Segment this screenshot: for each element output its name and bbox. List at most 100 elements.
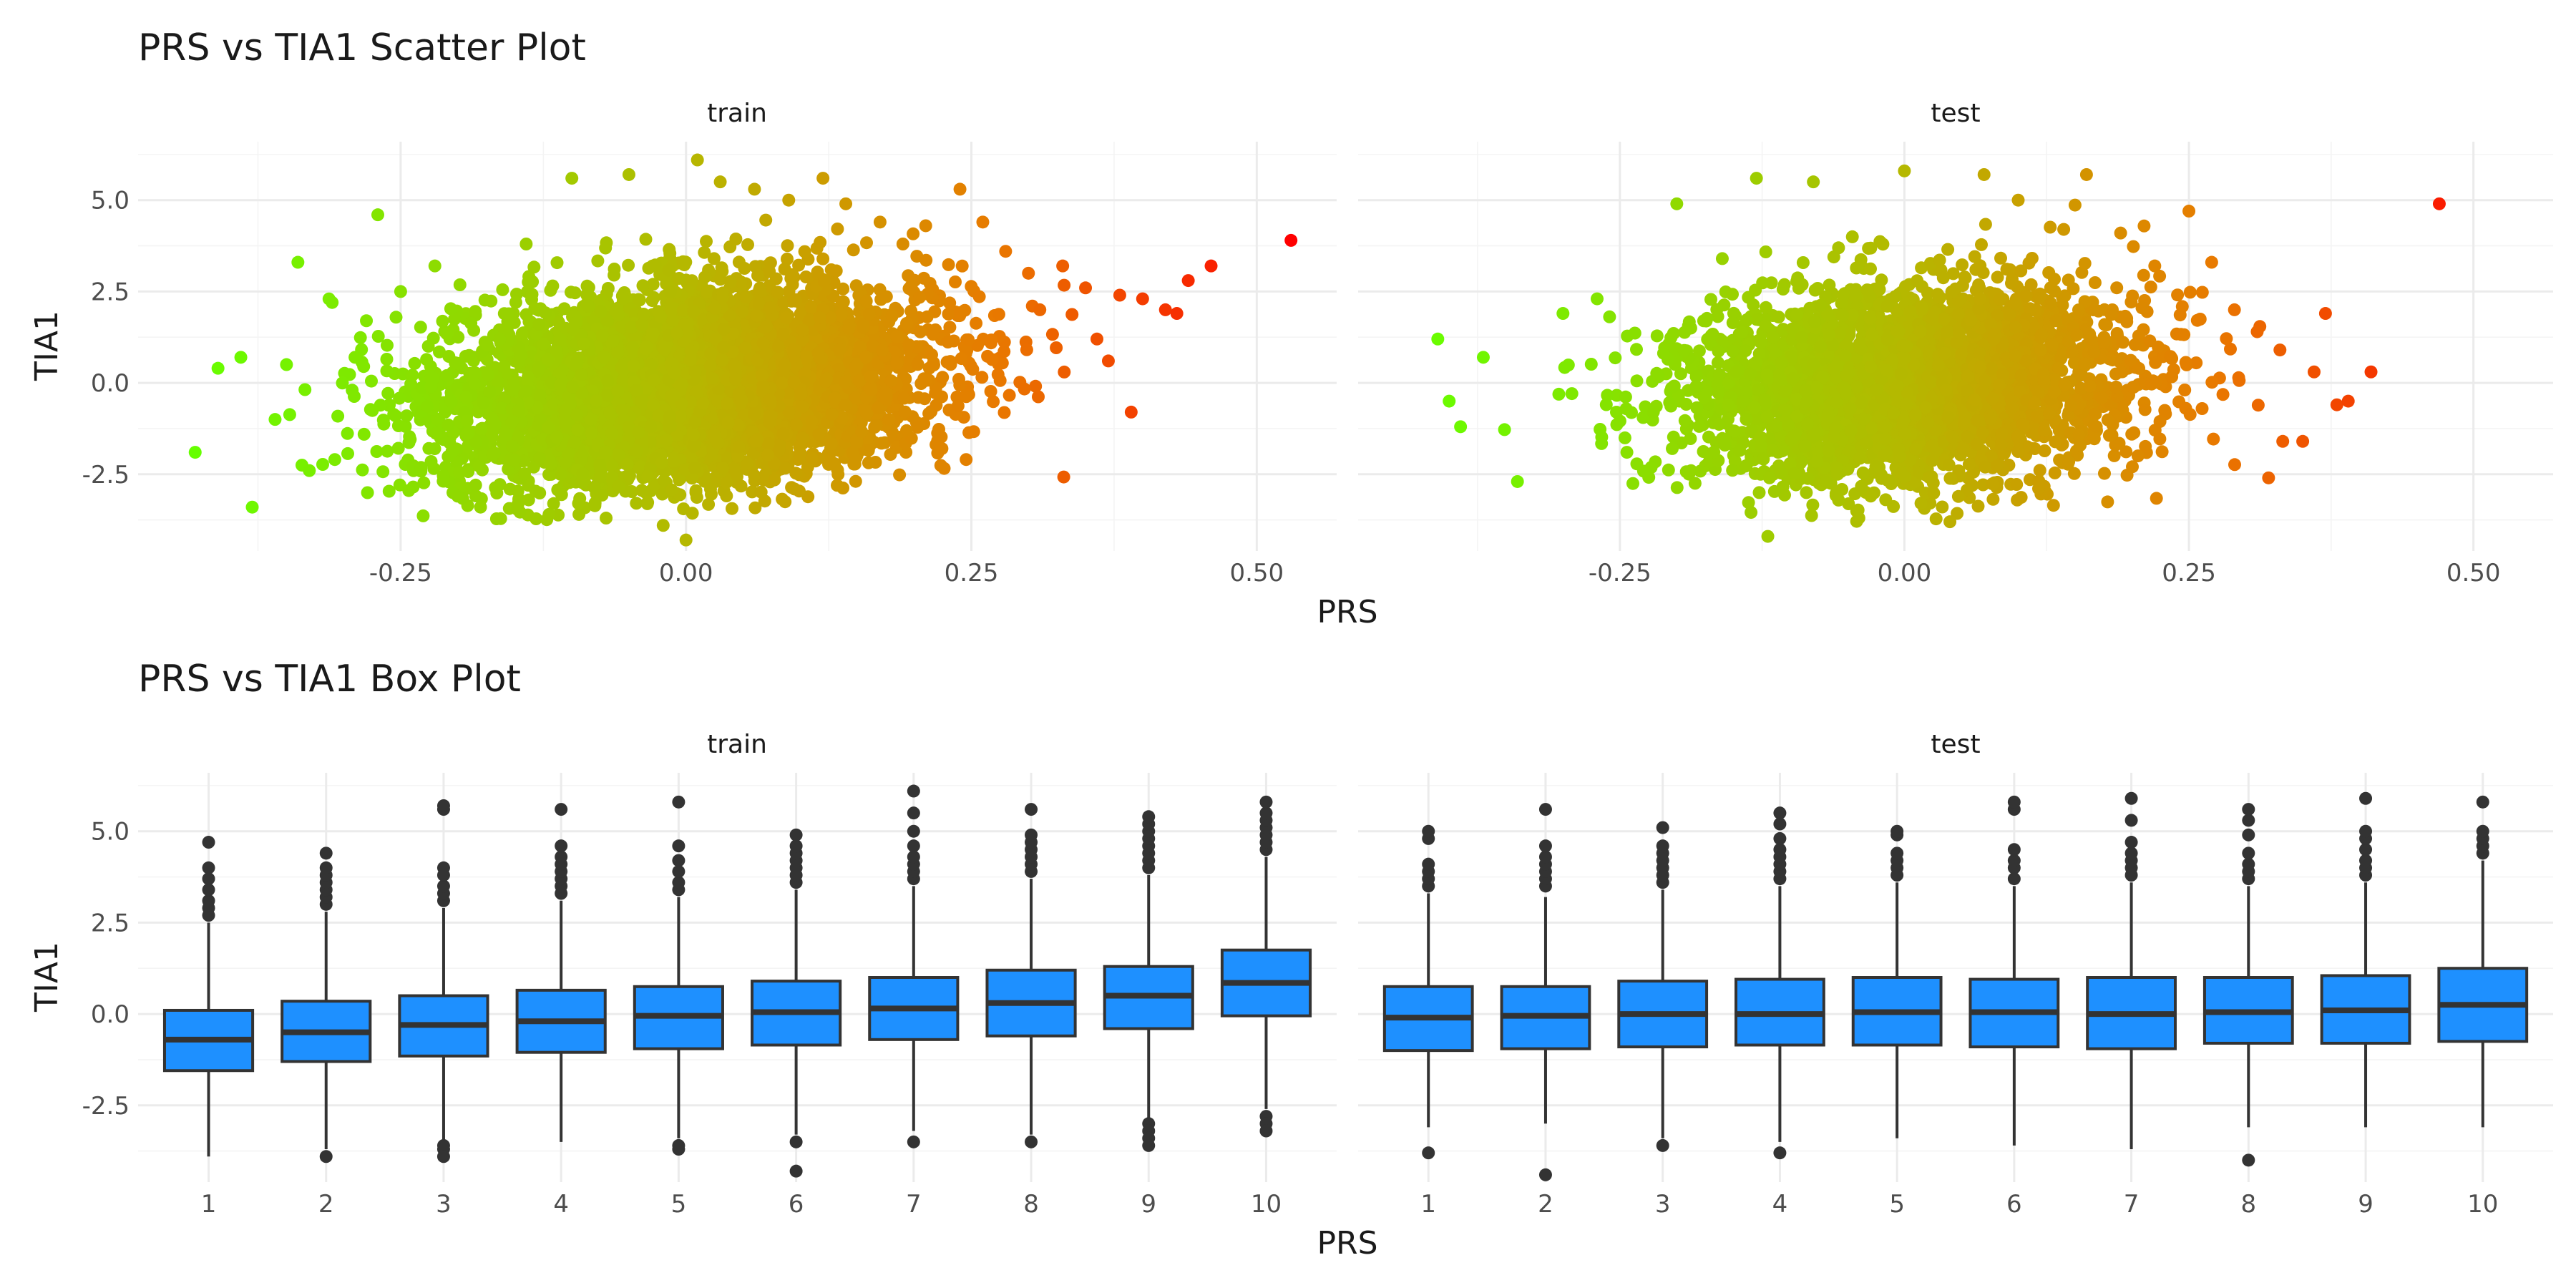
scatter-cloud-point xyxy=(911,358,924,371)
scatter-cloud-point xyxy=(421,400,434,414)
scatter-cloud-point xyxy=(338,366,351,380)
scatter-cloud-point xyxy=(884,448,897,462)
scatter-cloud-point xyxy=(842,322,856,336)
scatter-cloud-point xyxy=(512,356,525,369)
scatter-cloud-point xyxy=(555,488,568,502)
scatter-cloud-point xyxy=(381,444,394,458)
scatter-cloud-point xyxy=(513,505,527,519)
scatter-cloud-point xyxy=(847,457,861,471)
scatter-cloud-point xyxy=(912,391,925,404)
scatter-cloud-point xyxy=(942,258,955,271)
scatter-y-tick-label: 0.0 xyxy=(91,369,130,398)
scatter-x-tick-label: 0.50 xyxy=(1229,559,1284,587)
scatter-cloud-point xyxy=(591,254,605,268)
scatter-cloud-point xyxy=(984,385,997,398)
scatter-cloud-point xyxy=(542,421,555,434)
scatter-cloud-point xyxy=(781,239,794,253)
scatter-cloud-point xyxy=(546,279,560,293)
scatter-point-cloud xyxy=(283,213,1079,527)
scatter-cloud-point xyxy=(814,235,827,249)
scatter-cloud-point xyxy=(371,330,385,343)
scatter-cloud-point xyxy=(533,452,546,465)
scatter-cloud-point xyxy=(452,331,465,344)
scatter-cloud-point xyxy=(422,441,436,455)
scatter-cloud-point xyxy=(942,307,955,321)
scatter-cloud-point xyxy=(898,405,912,419)
scatter-cloud-point xyxy=(943,296,957,310)
scatter-cloud-point xyxy=(827,276,841,289)
scatter-x-tick-label: 0.00 xyxy=(659,559,713,587)
scatter-cloud-point xyxy=(547,497,560,510)
scatter-panel-train: train -2.50.02.55.0-0.25 0.00 0.25 0.50 xyxy=(82,99,1337,587)
scatter-cloud-point xyxy=(469,478,482,492)
scatter-cloud-point xyxy=(585,426,598,440)
scatter-cloud-point xyxy=(341,447,354,460)
scatter-cloud-point xyxy=(316,458,329,471)
scatter-cloud-point xyxy=(925,348,938,361)
scatter-cloud-point xyxy=(568,286,582,300)
scatter-cloud-point xyxy=(417,476,431,489)
scatter-cloud-point xyxy=(408,356,421,370)
scatter-cloud-point xyxy=(879,390,893,404)
scatter-cloud-point xyxy=(704,482,717,496)
scatter-cloud-point xyxy=(648,258,662,272)
scatter-cloud-point xyxy=(550,256,564,270)
scatter-cloud-point xyxy=(930,399,943,412)
scatter-cloud-point xyxy=(588,497,602,509)
scatter-cloud-point xyxy=(768,473,781,487)
scatter-cloud-point xyxy=(955,259,969,273)
scatter-cloud-point xyxy=(836,282,850,296)
scatter-cloud-point xyxy=(932,423,945,436)
scatter-cloud-point xyxy=(404,377,418,391)
scatter-cloud-point xyxy=(970,316,983,330)
scatter-cloud-point xyxy=(525,288,539,301)
scatter-cloud-point xyxy=(919,374,932,387)
scatter-cloud-point xyxy=(789,294,803,308)
scatter-cloud-point xyxy=(944,358,957,371)
scatter-cloud-point xyxy=(1002,389,1016,402)
scatter-cloud-point xyxy=(1045,328,1059,341)
scatter-cloud-point xyxy=(987,395,1000,409)
scatter-cloud-point xyxy=(640,469,654,483)
scatter-cloud-point xyxy=(952,373,965,386)
scatter-cloud-point xyxy=(662,263,675,277)
scatter-cloud-point xyxy=(835,295,849,308)
scatter-cloud-point xyxy=(464,316,478,330)
scatter-cloud-point xyxy=(572,507,586,521)
scatter-cloud-point xyxy=(879,290,893,303)
scatter-cloud-point xyxy=(960,453,973,467)
scatter-cloud-point xyxy=(527,260,541,274)
scatter-cloud-point xyxy=(763,265,776,278)
scatter-cloud-point xyxy=(746,447,760,461)
scatter-cloud-point xyxy=(776,427,790,441)
scatter-cloud-point xyxy=(834,308,848,321)
scatter-strip-train: train xyxy=(707,99,767,128)
scatter-cloud-point xyxy=(781,253,794,265)
scatter-cloud-point xyxy=(900,424,913,437)
scatter-cloud-point xyxy=(967,425,980,439)
scatter-cloud-point xyxy=(430,412,444,426)
scatter-cloud-point xyxy=(985,333,998,347)
scatter-cloud-point xyxy=(539,306,552,320)
scatter-cloud-point xyxy=(396,367,410,381)
scatter-cloud-point xyxy=(572,497,585,510)
scatter-cloud-point xyxy=(391,441,405,455)
scatter-cloud-point xyxy=(416,509,430,522)
scatter-cloud-point xyxy=(825,408,839,421)
scatter-cloud-point xyxy=(759,213,773,227)
scatter-cloud-point xyxy=(393,478,406,492)
scatter-cloud-point xyxy=(404,433,417,447)
scatter-cloud-point xyxy=(497,360,511,374)
scatter-cloud-point xyxy=(667,454,680,467)
scatter-cloud-point xyxy=(1057,470,1070,484)
scatter-cloud-point xyxy=(748,501,762,514)
scatter-cloud-point xyxy=(1058,365,1071,379)
scatter-cloud-point xyxy=(630,497,643,510)
scatter-cloud-point xyxy=(741,238,754,251)
scatter-cloud-point xyxy=(673,272,686,285)
scatter-cloud-point xyxy=(460,414,474,428)
scatter-cloud-point xyxy=(771,340,785,353)
scatter-cloud-point xyxy=(676,255,690,268)
